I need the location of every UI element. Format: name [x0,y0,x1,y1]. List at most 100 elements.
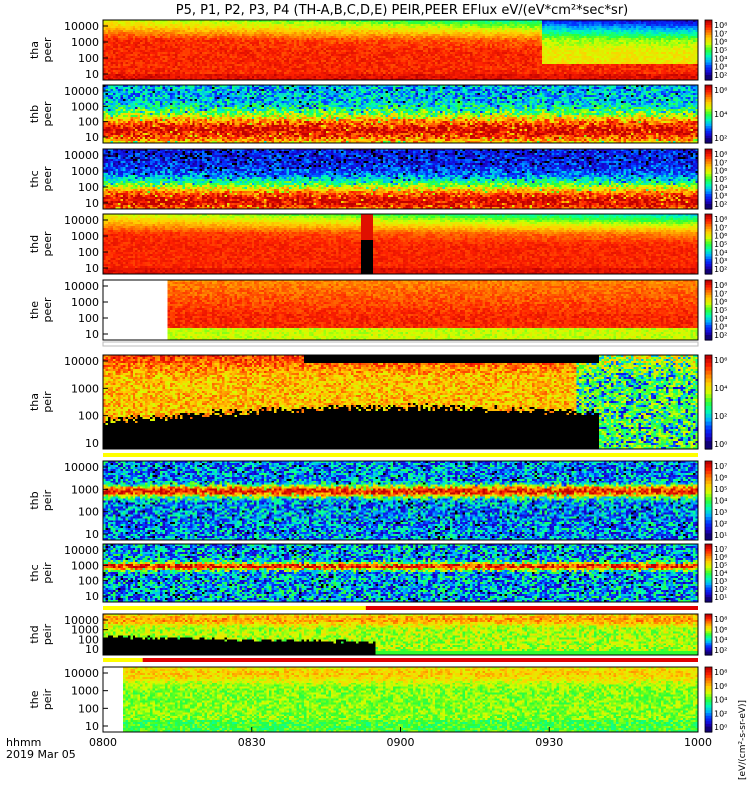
colorbar-tick-label: 10² [714,412,727,421]
x-axis-row-label: hhmm [6,736,41,749]
colorbar-tick-label: 10¹ [714,593,727,602]
y-tick-label: 1000 [71,100,99,113]
y-tick-label: 10000 [64,461,99,474]
y-tick-label: 10 [85,262,99,275]
chart-title: P5, P1, P2, P3, P4 (TH-A,B,C,D,E) PEIR,P… [176,3,629,18]
colorbar-tick-label: 10² [714,265,727,274]
colorbar-tick-label: 10⁷ [714,289,727,298]
colorbar-tick-label: 10⁴ [714,636,727,645]
colorbar-tick-label: 10⁴ [714,696,727,705]
colorbar-tick-label: 10² [714,134,727,143]
y-tick-label: 100 [78,312,99,325]
colorbar-tick-label: 10³ [714,63,727,72]
colorbar-tick-label: 10⁷ [714,223,727,232]
colorbar-tick-label: 10⁰ [714,440,727,449]
mode-bar-segment [103,453,698,457]
spectrogram-tha_peir [103,355,698,449]
y-tick-label: 100 [78,575,99,588]
panel-frame [102,460,699,541]
y-tick-label: 10 [85,328,99,341]
colorbar-tick-label: 10⁴ [714,183,727,192]
panel-ylabel-thb_peir: thbpeir [28,489,54,511]
mode-bar-segment [103,658,143,662]
x-tick-label: 0930 [535,736,563,749]
spectrogram-thb_peir [103,461,698,540]
colorbar-tick-label: 10³ [714,508,727,517]
colorbar-tick-label: 10⁵ [714,485,727,494]
colorbar-tick-label: 10⁰ [714,723,727,732]
colorbar-tick-label: 10³ [714,257,727,266]
panel-thc_peir: 10000 1000 100 10 thcpeir 10⁷10⁶10⁵10⁴10³10²1… [28,543,727,610]
colorbar-tick-label: 10² [714,331,727,340]
spectrogram-thc_peir [103,544,698,602]
panels-group: 10000100010010thapeer10⁸10⁷10⁶10⁵10⁴10³1… [28,19,727,733]
panel-ylabel-thd_peer: thdpeer [28,231,54,257]
colorbar-tick-label: 10⁵ [714,306,727,315]
colorbar-tick-label: 10³ [714,323,727,332]
y-tick-label: 100 [78,52,99,65]
panel-frame [102,613,699,656]
colorbar-tick-label: 10⁷ [714,462,727,471]
y-tick-label: 10000 [64,544,99,557]
y-tick-label: 10 [85,720,99,733]
colorbar-tick-label: 10⁴ [714,384,727,393]
spectrogram-thd_peir [103,614,698,655]
colorbar-tick-label: 10⁶ [714,298,727,307]
colorbar-tick-label: 10⁴ [714,497,727,506]
panel-ylabel-tha_peir: thapeir [28,391,54,413]
colorbar-units-label: [eV/(cm²-s-sr-eV)] [738,700,748,780]
y-tick-label: 10 [85,197,99,210]
spectrogram-thc_peer [103,149,698,209]
panel-tha_peir: 10000 1000 100 10 thapeir 10⁶ 10⁴ 10² 10⁰ [28,354,727,457]
y-tick-label: 1000 [71,483,99,496]
colorbar-tick-label: 10² [714,520,727,529]
panel-ylabel-thc_peer: thcpeer [28,166,54,192]
colorbar-tick-label: 10⁵ [714,46,727,55]
y-tick-label: 10 [85,131,99,144]
colorbar-tick-label: 10¹ [714,531,727,540]
colorbar-tick-label: 10⁶ [714,38,727,47]
colorbar-tick-label: 10² [714,71,727,80]
mode-bar-segment [103,606,366,610]
colorbar-tick-label: 10⁵ [714,561,727,570]
y-tick-label: 10 [85,643,99,656]
panel-thb_peir: 10000100010010thbpeir10⁷10⁶10⁵10⁴10³10²1… [28,460,727,541]
colorbar-tha_peir: 10⁶ 10⁴ 10² 10⁰ [704,354,727,450]
y-tick-label: 1000 [71,382,99,395]
colorbar-tick-label: 10⁸ [714,668,727,677]
x-axis-row-label: 2019 Mar 05 [6,748,76,761]
panel-ylabel-thc_peir: thcpeir [28,562,54,584]
colorbar-tick-label: 10⁷ [714,158,727,167]
y-tick-label: 1000 [71,165,99,178]
y-tick-label: 10000 [64,20,99,33]
y-tick-label: 10000 [64,85,99,98]
panel-frame [102,543,699,603]
spectrogram-thb_peer [103,85,698,143]
colorbar-tick-label: 10² [714,709,727,718]
spectrogram-the_peir [103,667,698,732]
panel-thd_peer: 10000 1000 100 10 thdpeer 10⁸10⁷10⁶10⁵10⁴10³1… [28,213,727,275]
colorbar-tick-label: 10⁶ [714,356,727,365]
y-tick-label: 10000 [64,149,99,162]
y-tick-label: 10 [85,528,99,541]
colorbar-tick-label: 10² [714,646,727,655]
spectrogram-thd_peer [103,214,698,274]
y-tick-label: 1000 [71,230,99,243]
y-tick-label: 100 [78,702,99,715]
panel-ylabel-thd_peir: thdpeir [28,623,54,645]
colorbar-tick-label: 10⁸ [714,21,727,30]
y-tick-label: 10000 [64,667,99,680]
y-tick-label: 100 [78,246,99,259]
colorbar-thb_peer: 10⁶ 10⁴ 10² [704,84,727,144]
colorbar-tick-label: 10⁶ [714,553,727,562]
y-tick-label: 1000 [71,685,99,698]
x-tick-label: 0830 [238,736,266,749]
colorbar-thb_peir: 10⁷ 10⁶ 10⁵ 10⁴ 10³ 10² 10¹ [704,460,727,541]
